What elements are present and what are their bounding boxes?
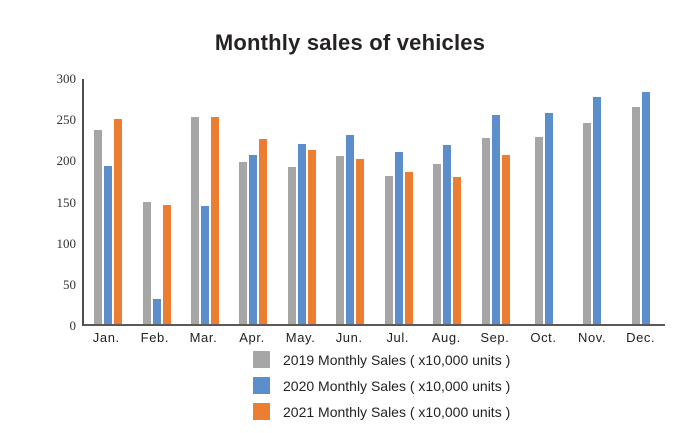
x-axis-labels: Jan. Feb. Mar. Apr. May. Jun. Jul. Aug. Sep. Oct.… [82,330,665,345]
bar-2019-nov [583,123,592,324]
chart-title: Monthly sales of vehicles [214,30,486,55]
bar-2021-jun [356,159,365,324]
bar-2021-feb [162,204,171,324]
y-axis-labels: 0 50 100 150 200 250 300 [38,71,77,333]
bar-2019-apr [239,162,248,324]
y-tick-label: 100 [56,235,77,251]
y-tick-label: 200 [56,153,77,169]
bar-2021-apr [259,139,268,324]
bar-2019-dec [631,106,640,324]
bar-group-oct [520,79,568,324]
bar-group-jul [375,79,423,324]
legend-row-2020: 2020 Monthly Sales ( x10,000 units ) [253,377,510,394]
bar-2019-jun [336,155,345,324]
legend-swatch-2021-icon [253,403,270,420]
bar-2020-jun [346,135,355,324]
bars-layer [84,79,665,324]
bar-2021-jul [404,172,413,324]
bar-2020-jul [394,151,403,324]
y-tick-label: 250 [56,112,77,128]
y-tick-label: 0 [69,318,77,333]
bar-2021-jan [114,119,123,324]
bar-2020-apr [249,154,258,324]
x-tick-label: Jul. [386,330,410,345]
x-tick-label: Nov. [577,330,607,345]
bar-2019-jul [384,176,393,324]
x-tick-label: Aug. [431,330,461,345]
bar-2020-jan [104,166,113,324]
bar-2020-oct [545,113,553,324]
bar-2020-nov [593,96,602,324]
bar-2019-sep [481,137,490,324]
bar-group-dec [617,79,665,324]
x-tick-label: Jun. [335,330,363,345]
bar-2020-aug [443,145,452,324]
bar-group-jun [326,79,374,324]
x-tick-label: Mar. [189,330,218,345]
bar-group-aug [423,79,471,324]
bar-2021-mar [211,117,220,324]
bar-group-may [278,79,326,324]
bar-2020-may [297,144,306,324]
legend-label-2020: 2020 Monthly Sales ( x10,000 units ) [283,377,511,394]
bar-group-mar [181,79,229,324]
legend-label-2021: 2021 Monthly Sales ( x10,000 units ) [283,403,511,420]
y-tick-label: 150 [56,194,77,210]
bar-2019-jan [94,129,103,324]
legend-row-2021: 2021 Monthly Sales ( x10,000 units ) [253,403,510,420]
y-tick-label: 50 [63,276,76,292]
bar-2019-oct [535,136,543,324]
bar-2021-may [307,150,316,324]
bar-2019-feb [142,202,151,324]
legend-label-2019: 2019 Monthly Sales ( x10,000 units ) [283,351,511,368]
y-tick-label: 300 [56,71,77,86]
x-tick-label: Jan. [92,330,120,345]
bar-2020-sep [491,114,500,324]
x-tick-label: Apr. [239,330,265,345]
x-tick-label: Dec. [626,330,656,345]
bar-2019-aug [433,163,442,324]
bar-2020-dec [641,92,650,324]
legend-swatch-2020-icon [253,377,270,394]
x-tick-label: Oct. [530,330,557,345]
bar-group-sep [471,79,519,324]
x-tick-label: Feb. [140,330,170,345]
bar-2019-mar [191,117,200,324]
legend-swatch-2019-icon [253,351,270,368]
bar-2020-mar [201,206,210,324]
x-tick-label: Sep. [480,330,510,345]
bar-group-nov [568,79,616,324]
bar-2020-feb [152,298,161,324]
x-tick-label: May. [285,330,316,345]
bar-2021-aug [453,177,462,324]
bar-2019-may [287,167,296,324]
bar-group-jan [84,79,132,324]
bar-group-feb [132,79,180,324]
legend-row-2019: 2019 Monthly Sales ( x10,000 units ) [253,351,510,368]
plot-area [82,79,665,326]
legend: 2019 Monthly Sales ( x10,000 units ) 202… [253,351,510,420]
bar-2021-sep [501,154,510,324]
bar-group-apr [229,79,277,324]
